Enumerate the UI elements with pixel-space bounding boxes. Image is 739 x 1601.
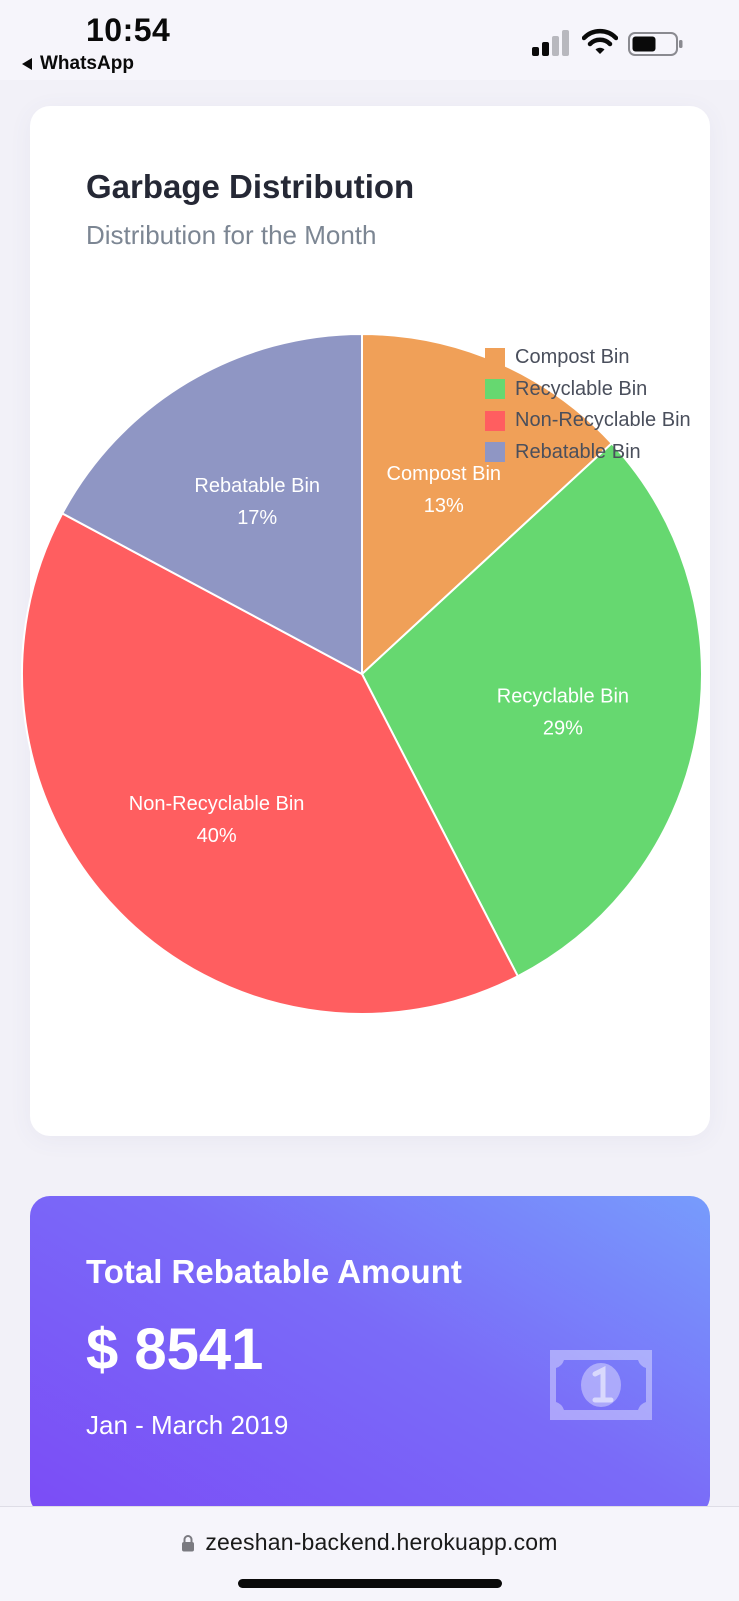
slice-label: Rebatable Bin — [194, 475, 320, 497]
wifi-icon — [582, 28, 618, 54]
garbage-distribution-card: Garbage Distribution Distribution for th… — [21, 106, 710, 1136]
pie-chart: Compost Bin 13% Recyclable Bin 29% Non-Recyc… — [21, 332, 703, 1015]
slice-label: Compost Bin — [387, 463, 502, 485]
lock-icon — [182, 1534, 195, 1551]
url-display[interactable]: zeeshan-backend.herokuapp.com — [0, 1529, 739, 1556]
rebate-title: Total Rebatable Amount — [86, 1253, 462, 1290]
url-text: zeeshan-backend.herokuapp.com — [205, 1529, 558, 1555]
slice-label: Non-Recyclable Bin — [129, 793, 305, 815]
money-bill-icon — [550, 1350, 652, 1420]
slice-value-label: 29% — [543, 717, 583, 739]
rebate-amount: $ 8541 — [86, 1317, 264, 1382]
slice-value-label: 40% — [197, 825, 237, 847]
legend-item[interactable]: Recyclable Bin — [485, 374, 691, 406]
chart-title: Garbage Distribution — [86, 168, 415, 205]
legend-label: Recyclable Bin — [515, 377, 648, 400]
legend-item[interactable]: Compost Bin — [485, 342, 691, 374]
rebate-period: Jan - March 2019 — [86, 1410, 289, 1440]
chart-legend: Compost Bin Recyclable Bin Non-Recyclable … — [485, 342, 691, 468]
pie-slice[interactable] — [21, 512, 520, 1015]
legend-label: Non-Recyclable Bin — [515, 409, 691, 432]
status-time: 10:54 — [86, 12, 171, 48]
chart-subtitle: Distribution for the Month — [86, 220, 377, 250]
legend-swatch — [485, 442, 505, 463]
legend-item[interactable]: Non-Recyclable Bin — [485, 405, 691, 437]
legend-item[interactable]: Rebatable Bin — [485, 437, 691, 469]
browser-url-bar[interactable]: zeeshan-backend.herokuapp.com — [0, 1506, 739, 1601]
back-app-label: WhatsApp — [40, 53, 134, 74]
home-indicator[interactable] — [238, 1579, 502, 1588]
pie-slice[interactable] — [60, 332, 363, 676]
signal-icon — [532, 30, 569, 56]
status-bar: 10:54 WhatsApp — [0, 0, 739, 80]
legend-swatch — [485, 347, 505, 368]
legend-swatch — [485, 379, 505, 400]
slice-value-label: 13% — [424, 495, 464, 517]
pie-slice[interactable] — [360, 441, 703, 978]
back-arrow-icon — [22, 58, 32, 70]
rebatable-amount-card: Total Rebatable Amount $ 8541 Jan - Marc… — [30, 1196, 710, 1516]
legend-label: Compost Bin — [515, 346, 630, 369]
legend-label: Rebatable Bin — [515, 440, 641, 463]
legend-swatch — [485, 410, 505, 431]
slice-value-label: 17% — [237, 507, 277, 529]
battery-icon — [628, 32, 683, 56]
slice-label: Recyclable Bin — [497, 685, 629, 707]
back-to-app-link[interactable]: WhatsApp — [22, 53, 134, 75]
